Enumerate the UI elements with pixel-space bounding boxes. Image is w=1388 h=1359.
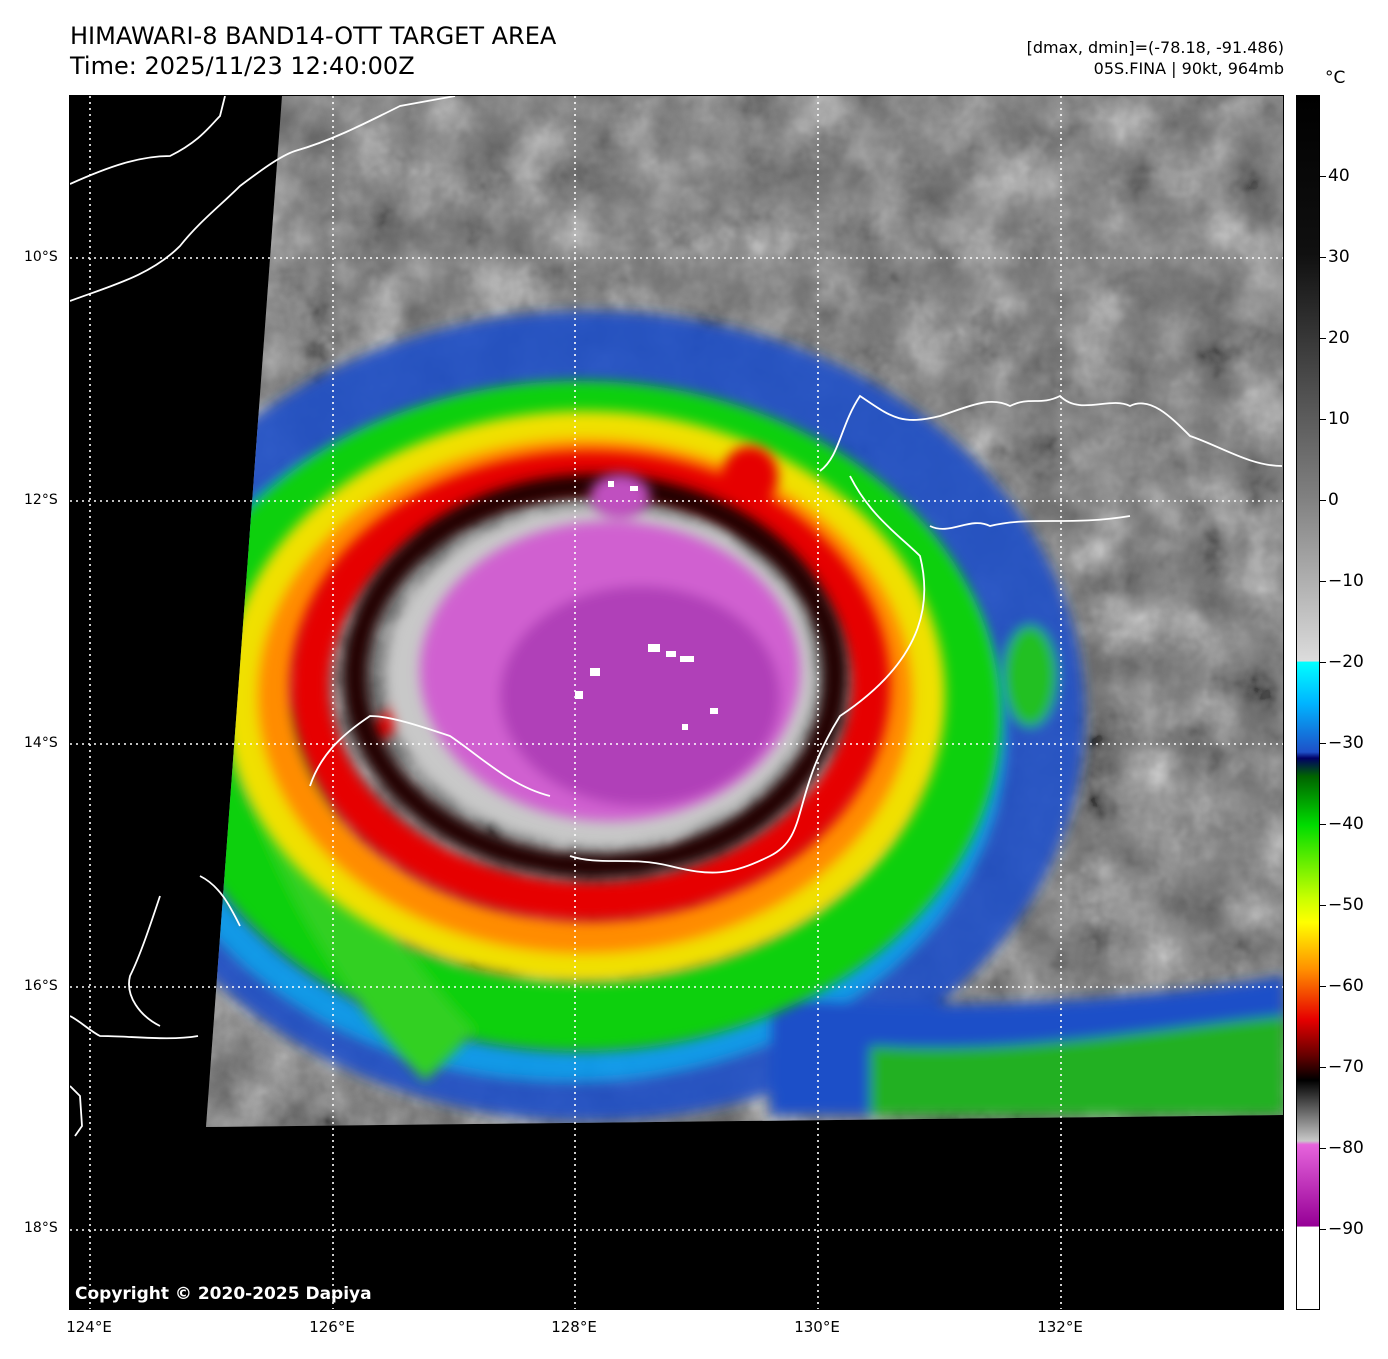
colorbar-label: 40 [1328, 166, 1350, 186]
chart-title: HIMAWARI-8 BAND14-OTT TARGET AREA [70, 22, 557, 50]
colorbar [1296, 95, 1320, 1310]
range-info: [dmax, dmin]=(-78.18, -91.486) [1026, 38, 1284, 57]
colorbar-label: 30 [1328, 247, 1350, 267]
colorbar-label: 20 [1328, 328, 1350, 348]
lat-label-14s: 14°S [24, 735, 58, 751]
colorbar-gradient [1297, 96, 1319, 1309]
colorbar-tick [1320, 905, 1326, 906]
colorbar-label: −30 [1328, 733, 1364, 753]
satellite-swath [206, 96, 1283, 1127]
lon-label-130e: 130°E [794, 1318, 840, 1336]
colorbar-label: −90 [1328, 1219, 1364, 1239]
lat-label-10s: 10°S [24, 249, 58, 265]
timestamp-title: Time: 2025/11/23 12:40:00Z [70, 52, 415, 80]
colorbar-tick [1320, 824, 1326, 825]
lat-label-16s: 16°S [24, 978, 58, 994]
coastlines [70, 96, 1283, 1137]
lon-label-128e: 128°E [551, 1318, 597, 1336]
colorbar-label: −60 [1328, 976, 1364, 996]
colorbar-label: −80 [1328, 1138, 1364, 1158]
colorbar-tick [1320, 419, 1326, 420]
lon-label-126e: 126°E [309, 1318, 355, 1336]
storm-info: 05S.FINA | 90kt, 964mb [1093, 59, 1284, 78]
colorbar-label: −40 [1328, 814, 1364, 834]
satellite-map [69, 95, 1284, 1310]
colorbar-tick [1320, 257, 1326, 258]
colorbar-label: −70 [1328, 1057, 1364, 1077]
colorbar-tick [1320, 581, 1326, 582]
colorbar-label: −10 [1328, 571, 1364, 591]
colorbar-tick [1320, 1229, 1326, 1230]
lon-label-124e: 124°E [66, 1318, 112, 1336]
lat-label-12s: 12°S [24, 492, 58, 508]
lon-label-132e: 132°E [1037, 1318, 1083, 1336]
colorbar-tick [1320, 662, 1326, 663]
colorbar-label: 10 [1328, 409, 1350, 429]
colorbar-unit: °C [1325, 68, 1346, 88]
colorbar-tick [1320, 1067, 1326, 1068]
colorbar-tick [1320, 500, 1326, 501]
colorbar-label: −50 [1328, 895, 1364, 915]
colorbar-tick [1320, 338, 1326, 339]
lat-label-18s: 18°S [24, 1220, 58, 1236]
cold-top-pixels [575, 481, 718, 730]
colorbar-tick [1320, 986, 1326, 987]
colorbar-label: −20 [1328, 652, 1364, 672]
colorbar-tick [1320, 1148, 1326, 1149]
copyright-text: Copyright © 2020-2025 Dapiya [75, 1284, 372, 1304]
satellite-imagery [70, 96, 1283, 1309]
colorbar-tick [1320, 176, 1326, 177]
colorbar-label: 0 [1328, 490, 1339, 510]
colorbar-tick [1320, 743, 1326, 744]
graticule [70, 96, 1283, 1309]
